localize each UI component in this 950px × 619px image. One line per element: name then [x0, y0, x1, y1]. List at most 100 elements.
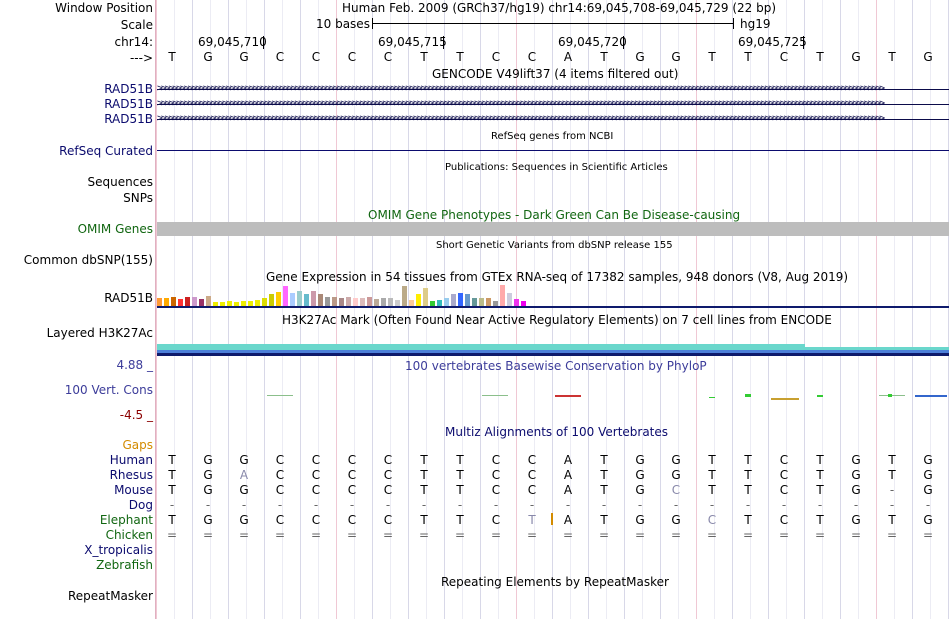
gtex-tissue-bar[interactable]: [213, 302, 218, 306]
gtex-tissue-bar[interactable]: [283, 286, 288, 306]
gtex-tissue-bar[interactable]: [409, 300, 414, 306]
gtex-tissue-bar[interactable]: [528, 300, 533, 306]
gtex-tissue-bar[interactable]: [241, 301, 246, 306]
h3k27ac-label[interactable]: Layered H3K27Ac: [46, 326, 153, 340]
gencode-gene-label[interactable]: RAD51B: [104, 112, 153, 126]
gtex-tissue-bar[interactable]: [346, 297, 351, 306]
gtex-tissue-bar[interactable]: [367, 297, 372, 306]
gtex-tissue-bar[interactable]: [255, 300, 260, 306]
gtex-tissue-bar[interactable]: [199, 299, 204, 306]
gtex-tissue-bar[interactable]: [304, 294, 309, 306]
gtex-tissue-bar[interactable]: [437, 300, 442, 306]
grid-line: [390, 0, 391, 619]
phylop-label[interactable]: 100 Vert. Cons: [64, 383, 153, 397]
multiz-species-label[interactable]: Chicken: [105, 528, 153, 542]
aligned-base: T: [708, 453, 716, 467]
gtex-tissue-bar[interactable]: [311, 291, 316, 306]
gtex-tissue-bar[interactable]: [514, 299, 519, 306]
gtex-tissue-bar[interactable]: [262, 298, 267, 306]
aligned-base: C: [491, 453, 501, 467]
omim-genes-label[interactable]: OMIM Genes: [77, 222, 153, 236]
repeatmasker-label[interactable]: RepeatMasker: [67, 589, 153, 603]
phylop-signal[interactable]: [157, 370, 949, 415]
gtex-tissue-bar[interactable]: [444, 298, 449, 306]
gtex-tissue-bar[interactable]: [493, 301, 498, 306]
phylop-score-mark: [709, 397, 715, 398]
gencode-gene-label[interactable]: RAD51B: [104, 82, 153, 96]
gtex-tissue-bar[interactable]: [157, 298, 162, 306]
gtex-tissue-bar[interactable]: [248, 301, 253, 306]
gtex-tissue-bar[interactable]: [178, 299, 183, 306]
aligned-base: C: [779, 468, 789, 482]
gencode-gene-label[interactable]: RAD51B: [104, 97, 153, 111]
multiz-species-label[interactable]: Mouse: [114, 483, 153, 497]
publications-snps-label[interactable]: SNPs: [123, 191, 153, 205]
gtex-tissue-bar[interactable]: [220, 302, 225, 306]
scale-label: Scale: [120, 18, 153, 32]
gtex-tissue-bar[interactable]: [395, 300, 400, 306]
aligned-base: C: [275, 513, 285, 527]
gtex-tissue-bar[interactable]: [297, 291, 302, 306]
multiz-species-label[interactable]: Human: [109, 453, 153, 467]
gtex-tissue-bar[interactable]: [479, 298, 484, 306]
grid-line: [264, 0, 265, 619]
position-tick: [803, 36, 804, 49]
gtex-tissue-bar[interactable]: [360, 298, 365, 306]
gtex-tissue-bar[interactable]: [423, 288, 428, 306]
gtex-tissue-bar[interactable]: [388, 298, 393, 306]
gtex-tissue-bar[interactable]: [353, 298, 358, 306]
gtex-expression-bars[interactable]: [157, 285, 949, 306]
gencode-gene-feature[interactable]: >>>>>>>>>>>>>>>>>>>>>>>>>>>>>>>>>>>>>>>>…: [157, 99, 949, 109]
gtex-tissue-bar[interactable]: [500, 285, 505, 306]
gtex-gene-label[interactable]: RAD51B: [104, 291, 153, 305]
gtex-tissue-bar[interactable]: [318, 294, 323, 306]
gtex-tissue-bar[interactable]: [374, 299, 379, 306]
phylop-score-mark: [482, 395, 508, 396]
gtex-tissue-bar[interactable]: [332, 297, 337, 306]
multiz-species-label[interactable]: Elephant: [99, 513, 153, 527]
aligned-base: T: [888, 513, 896, 527]
gtex-tissue-bar[interactable]: [472, 298, 477, 306]
gtex-tissue-bar[interactable]: [339, 298, 344, 306]
gencode-gene-feature[interactable]: >>>>>>>>>>>>>>>>>>>>>>>>>>>>>>>>>>>>>>>>…: [157, 114, 949, 124]
gtex-tissue-bar[interactable]: [325, 297, 330, 306]
multiz-species-label[interactable]: Dog: [128, 498, 153, 512]
refseq-gene-line[interactable]: [157, 150, 949, 151]
multiz-species-label[interactable]: X_tropicalis: [84, 543, 153, 557]
gtex-tissue-bar[interactable]: [171, 297, 176, 306]
omim-phenotype-bar[interactable]: [157, 222, 949, 236]
gtex-tissue-bar[interactable]: [269, 294, 274, 306]
gtex-tissue-bar[interactable]: [290, 293, 295, 306]
gtex-tissue-bar[interactable]: [458, 293, 463, 306]
gtex-tissue-bar[interactable]: [234, 302, 239, 306]
refseq-curated-label[interactable]: RefSeq Curated: [59, 144, 153, 158]
gtex-tissue-bar[interactable]: [227, 301, 232, 306]
gtex-tissue-bar[interactable]: [465, 294, 470, 306]
dbsnp-label[interactable]: Common dbSNP(155): [23, 253, 153, 267]
grid-line: [318, 0, 319, 619]
aligned-base: C: [383, 483, 393, 497]
gtex-tissue-bar[interactable]: [206, 296, 211, 306]
gtex-tissue-bar[interactable]: [402, 286, 407, 306]
gtex-tissue-bar[interactable]: [521, 301, 526, 306]
gtex-tissue-bar[interactable]: [430, 301, 435, 306]
aligned-base: T: [816, 453, 824, 467]
gtex-tissue-bar[interactable]: [416, 294, 421, 306]
multiz-species-label[interactable]: Zebrafish: [96, 558, 153, 572]
gtex-tissue-bar[interactable]: [276, 292, 281, 306]
gtex-tissue-bar[interactable]: [381, 298, 386, 306]
aligned-base: =: [706, 528, 718, 542]
gtex-tissue-bar[interactable]: [164, 298, 169, 306]
publications-sequences-label[interactable]: Sequences: [87, 175, 153, 189]
gtex-tissue-bar[interactable]: [185, 297, 190, 306]
gtex-tissue-bar[interactable]: [486, 298, 491, 306]
h3k27ac-signal[interactable]: [157, 344, 949, 356]
gencode-gene-feature[interactable]: >>>>>>>>>>>>>>>>>>>>>>>>>>>>>>>>>>>>>>>>…: [157, 84, 949, 94]
gtex-tissue-bar[interactable]: [507, 293, 512, 306]
aligned-base: G: [923, 468, 933, 482]
gtex-tissue-bar[interactable]: [451, 294, 456, 306]
gtex-tissue-bar[interactable]: [192, 297, 197, 306]
grid-line: [696, 0, 697, 619]
multiz-species-label[interactable]: Rhesus: [109, 468, 153, 482]
